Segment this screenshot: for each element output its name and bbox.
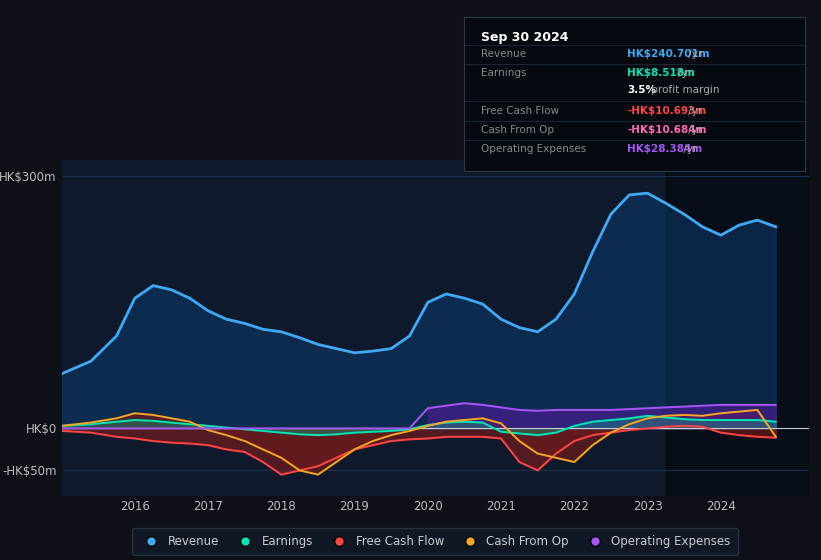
- Text: Earnings: Earnings: [481, 68, 526, 78]
- Legend: Revenue, Earnings, Free Cash Flow, Cash From Op, Operating Expenses: Revenue, Earnings, Free Cash Flow, Cash …: [132, 528, 738, 555]
- Bar: [666, 160, 809, 496]
- Text: Operating Expenses: Operating Expenses: [481, 144, 586, 154]
- Text: HK$28.384m: HK$28.384m: [627, 144, 703, 154]
- Text: /yr: /yr: [686, 106, 703, 116]
- Text: profit margin: profit margin: [649, 85, 720, 95]
- Text: Sep 30 2024: Sep 30 2024: [481, 31, 568, 44]
- Text: 3.5%: 3.5%: [627, 85, 657, 95]
- Text: Cash From Op: Cash From Op: [481, 125, 554, 135]
- Text: HK$240.701m: HK$240.701m: [627, 49, 710, 59]
- Text: /yr: /yr: [680, 144, 697, 154]
- Text: /yr: /yr: [686, 125, 703, 135]
- Text: /yr: /yr: [675, 68, 692, 78]
- Text: Revenue: Revenue: [481, 49, 526, 59]
- Text: Free Cash Flow: Free Cash Flow: [481, 106, 559, 116]
- Text: -HK$10.684m: -HK$10.684m: [627, 125, 707, 135]
- Text: HK$8.518m: HK$8.518m: [627, 68, 695, 78]
- Text: -HK$10.693m: -HK$10.693m: [627, 106, 707, 116]
- Text: /yr: /yr: [686, 49, 703, 59]
